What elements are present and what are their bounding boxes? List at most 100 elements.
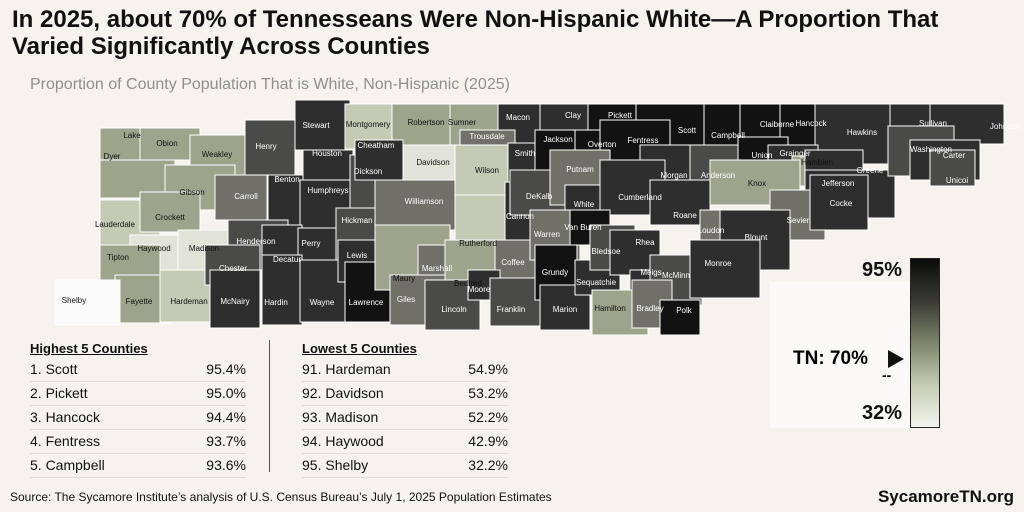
county-label: Cocke bbox=[830, 199, 853, 208]
county-value: 54.9% bbox=[468, 361, 508, 377]
county-value: 95.4% bbox=[206, 361, 246, 377]
county-dyer bbox=[99, 159, 176, 199]
county-cocke bbox=[809, 174, 869, 231]
brand-url: SycamoreTN.org bbox=[877, 487, 1014, 506]
source-note: Source: The Sycamore Institute’s analysi… bbox=[10, 490, 552, 504]
county-name: 3. Hancock bbox=[30, 409, 101, 425]
table-row: 4. Fentress 93.7% bbox=[30, 430, 246, 454]
county-label: Crockett bbox=[155, 213, 186, 222]
color-scale-bar bbox=[910, 258, 940, 428]
county-label: Davidson bbox=[416, 158, 449, 167]
county-label: Trousdale bbox=[469, 132, 505, 141]
county-label: Sumner bbox=[448, 118, 476, 127]
county-label: Carter bbox=[943, 151, 966, 160]
table-row: 2. Pickett 95.0% bbox=[30, 382, 246, 406]
county-label: Marshall bbox=[422, 264, 452, 273]
county-label: Coffee bbox=[501, 258, 525, 267]
county-label: Blount bbox=[745, 233, 768, 242]
county-label: Hancock bbox=[795, 119, 827, 128]
county-label: Roane bbox=[673, 211, 697, 220]
county-label: Claiborne bbox=[760, 120, 795, 129]
table-row: 93. Madison 52.2% bbox=[302, 406, 508, 430]
county-label: Polk bbox=[676, 306, 693, 315]
table-row: 94. Haywood 42.9% bbox=[302, 430, 508, 454]
county-label: Maury bbox=[393, 274, 415, 283]
county-value: 93.6% bbox=[206, 457, 246, 473]
county-label: Sullivan bbox=[919, 119, 947, 128]
county-henry bbox=[244, 119, 296, 176]
county-label: McNairy bbox=[220, 297, 249, 306]
county-shelby bbox=[54, 279, 121, 326]
county-label: Madison bbox=[189, 244, 219, 253]
county-name: 2. Pickett bbox=[30, 385, 88, 401]
county-name: 4. Fentress bbox=[30, 433, 101, 449]
county-name: 92. Davidson bbox=[302, 385, 384, 401]
county-label: Williamson bbox=[405, 197, 444, 206]
county-label: Clay bbox=[565, 111, 581, 120]
table-row: 92. Davidson 53.2% bbox=[302, 382, 508, 406]
county-label: Jackson bbox=[543, 135, 572, 144]
county-label: Weakley bbox=[202, 150, 233, 159]
county-label: Lake bbox=[123, 131, 141, 140]
county-mcnairy bbox=[209, 269, 261, 329]
county-label: Rutherford bbox=[459, 239, 497, 248]
county-value: 53.2% bbox=[468, 385, 508, 401]
county-label: Perry bbox=[301, 239, 320, 248]
county-label: Sevier bbox=[787, 216, 810, 225]
county-label: Knox bbox=[748, 179, 766, 188]
table-row: 3. Hancock 94.4% bbox=[30, 406, 246, 430]
county-label: Greene bbox=[857, 166, 884, 175]
county-label: Dickson bbox=[354, 167, 382, 176]
county-label: Robertson bbox=[408, 118, 445, 127]
lowest-counties-table: Lowest 5 Counties 91. Hardeman 54.9% 92. … bbox=[302, 341, 508, 478]
county-label: Hamblen bbox=[801, 158, 833, 167]
county-label: Hickman bbox=[341, 216, 372, 225]
county-value: 95.0% bbox=[206, 385, 246, 401]
county-label: Jefferson bbox=[822, 179, 855, 188]
county-name: 5. Campbell bbox=[30, 457, 105, 473]
table-row: 91. Hardeman 54.9% bbox=[302, 358, 508, 382]
county-value: 93.7% bbox=[206, 433, 246, 449]
county-label: Union bbox=[752, 151, 773, 160]
county-polk bbox=[659, 299, 701, 336]
county-label: Dyer bbox=[104, 152, 121, 161]
county-label: Franklin bbox=[497, 305, 525, 314]
scale-max-label: 95% bbox=[862, 259, 903, 281]
legend-panel bbox=[770, 282, 936, 428]
county-label: Fayette bbox=[126, 297, 153, 306]
county-label: Cannon bbox=[506, 212, 534, 221]
county-label: Benton bbox=[274, 175, 299, 184]
county-label: Pickett bbox=[608, 111, 633, 120]
county-label: Cumberland bbox=[618, 193, 662, 202]
county-label: Wayne bbox=[310, 298, 335, 307]
county-label: Meigs bbox=[640, 268, 661, 277]
county-hardeman bbox=[159, 269, 211, 323]
page-title: In 2025, about 70% of Tennesseans Were N… bbox=[12, 6, 939, 60]
county-name: 94. Haywood bbox=[302, 433, 384, 449]
county-label: Smith bbox=[515, 149, 535, 158]
county-label: Chester bbox=[219, 264, 247, 273]
county-label: Hamilton bbox=[594, 304, 626, 313]
county-name: 93. Madison bbox=[302, 409, 379, 425]
county-label: Houston bbox=[312, 149, 342, 158]
county-label: Anderson bbox=[701, 171, 735, 180]
county-label: Tipton bbox=[107, 253, 129, 262]
county-label: Haywood bbox=[137, 244, 170, 253]
county-label: Carroll bbox=[234, 192, 258, 201]
county-label: Hardin bbox=[264, 298, 288, 307]
county-name: 95. Shelby bbox=[302, 457, 369, 473]
county-unicoi bbox=[929, 149, 976, 187]
county-label: Grainger bbox=[779, 149, 810, 158]
table-row: 5. Campbell 93.6% bbox=[30, 454, 246, 478]
county-label: Van Buren bbox=[564, 223, 601, 232]
county-hardin bbox=[261, 254, 303, 326]
county-label: Johnson bbox=[990, 122, 1020, 131]
highest-heading: Highest 5 Counties bbox=[30, 341, 148, 356]
county-label: Scott bbox=[678, 126, 697, 135]
county-stewart bbox=[294, 99, 351, 151]
county-label: White bbox=[574, 200, 595, 209]
scale-min-label: 32% bbox=[862, 402, 903, 424]
county-label: Fentress bbox=[627, 136, 658, 145]
county-label: Bledsoe bbox=[592, 247, 621, 256]
